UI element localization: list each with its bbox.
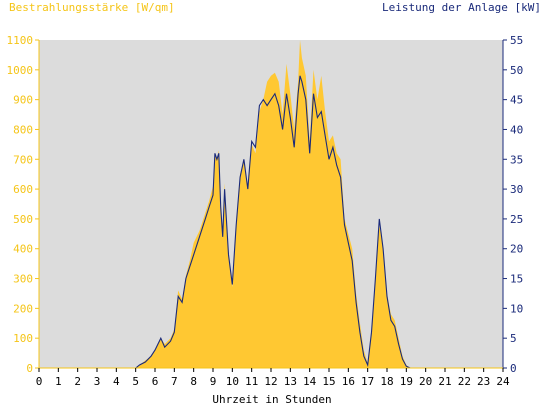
x-tick-label: 8 bbox=[190, 375, 197, 388]
left-tick-label: 0 bbox=[26, 362, 33, 375]
left-tick-label: 900 bbox=[13, 94, 33, 107]
x-tick-label: 12 bbox=[264, 375, 277, 388]
x-tick-label: 2 bbox=[74, 375, 81, 388]
left-tick-label: 700 bbox=[13, 153, 33, 166]
left-tick-label: 1000 bbox=[7, 64, 34, 77]
x-tick-label: 3 bbox=[94, 375, 101, 388]
right-tick-label: 30 bbox=[510, 183, 523, 196]
right-tick-label: 35 bbox=[510, 153, 523, 166]
left-axis-title: Bestrahlungsstärke [W/qm] bbox=[9, 1, 175, 14]
right-tick-label: 40 bbox=[510, 123, 523, 136]
x-tick-label: 23 bbox=[477, 375, 490, 388]
left-tick-label: 600 bbox=[13, 183, 33, 196]
x-tick-label: 20 bbox=[419, 375, 432, 388]
right-tick-label: 0 bbox=[510, 362, 517, 375]
x-tick-label: 7 bbox=[171, 375, 178, 388]
x-tick-label: 4 bbox=[113, 375, 120, 388]
left-tick-label: 300 bbox=[13, 273, 33, 286]
x-tick-label: 16 bbox=[342, 375, 355, 388]
power-line bbox=[39, 75, 503, 369]
x-tick-label: 18 bbox=[380, 375, 393, 388]
left-tick-label: 1100 bbox=[7, 34, 34, 47]
right-axis-title: Leistung der Anlage [kW] bbox=[382, 1, 541, 14]
x-tick-label: 0 bbox=[36, 375, 43, 388]
right-tick-label: 20 bbox=[510, 243, 523, 256]
left-tick-label: 400 bbox=[13, 243, 33, 256]
right-tick-label: 55 bbox=[510, 34, 523, 47]
x-tick-label: 11 bbox=[245, 375, 258, 388]
x-tick-label: 21 bbox=[438, 375, 451, 388]
right-tick-label: 10 bbox=[510, 302, 523, 315]
left-tick-label: 100 bbox=[13, 332, 33, 345]
x-tick-label: 13 bbox=[284, 375, 297, 388]
right-tick-label: 50 bbox=[510, 64, 523, 77]
x-tick-label: 17 bbox=[361, 375, 374, 388]
x-tick-label: 15 bbox=[322, 375, 335, 388]
x-tick-label: 14 bbox=[303, 375, 317, 388]
x-tick-label: 24 bbox=[496, 375, 510, 388]
x-axis-title: Uhrzeit in Stunden bbox=[212, 393, 332, 406]
x-tick-label: 10 bbox=[226, 375, 239, 388]
x-tick-label: 5 bbox=[132, 375, 139, 388]
right-tick-label: 25 bbox=[510, 213, 523, 226]
left-tick-label: 800 bbox=[13, 123, 33, 136]
x-tick-label: 1 bbox=[55, 375, 62, 388]
right-tick-label: 15 bbox=[510, 273, 523, 286]
right-tick-label: 45 bbox=[510, 94, 523, 107]
irradiance-area bbox=[39, 40, 503, 368]
x-tick-label: 19 bbox=[400, 375, 413, 388]
x-tick-label: 9 bbox=[210, 375, 217, 388]
left-tick-label: 500 bbox=[13, 213, 33, 226]
left-tick-label: 200 bbox=[13, 302, 33, 315]
x-tick-label: 6 bbox=[152, 375, 159, 388]
x-tick-label: 22 bbox=[458, 375, 471, 388]
right-tick-label: 5 bbox=[510, 332, 517, 345]
